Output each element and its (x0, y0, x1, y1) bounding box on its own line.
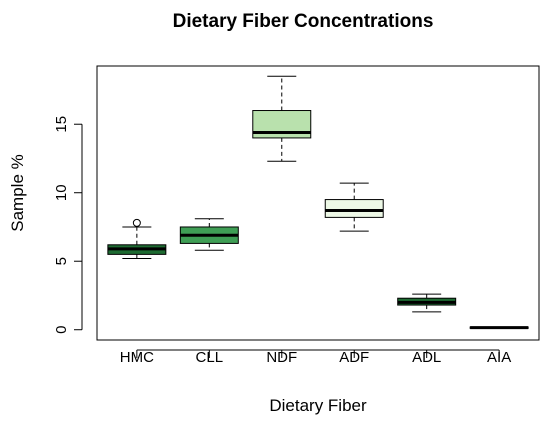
y-axis-label: Sample % (8, 154, 27, 231)
box-cll (179, 218, 239, 251)
x-tick-label: AIA (487, 349, 511, 366)
box-hmc (107, 218, 167, 259)
box-ndf (252, 75, 312, 162)
x-axis: HMC CLL NDF ADF ADL AIA (120, 349, 511, 366)
y-tick-label: 10 (53, 184, 70, 201)
y-tick-label: 0 (53, 326, 70, 334)
x-tick-label: CLL (196, 349, 224, 366)
box-aia (469, 326, 529, 330)
y-tick-label: 5 (53, 257, 70, 265)
box-body (324, 199, 384, 218)
y-axis: 0 5 10 15 (53, 116, 83, 334)
box-adf (324, 182, 384, 232)
y-tick-label: 15 (53, 116, 70, 133)
x-tick-label: NDF (266, 349, 297, 366)
plot-area-frame (96, 65, 540, 341)
outlier-point (132, 218, 141, 227)
boxes-layer (107, 75, 529, 330)
x-axis-label: Dietary Fiber (269, 396, 367, 415)
x-tick-label: ADL (412, 349, 441, 366)
box-adl (397, 293, 457, 313)
x-tick-label: ADF (339, 349, 369, 366)
chart-title: Dietary Fiber Concentrations (173, 11, 434, 32)
x-tick-label: HMC (120, 349, 154, 366)
